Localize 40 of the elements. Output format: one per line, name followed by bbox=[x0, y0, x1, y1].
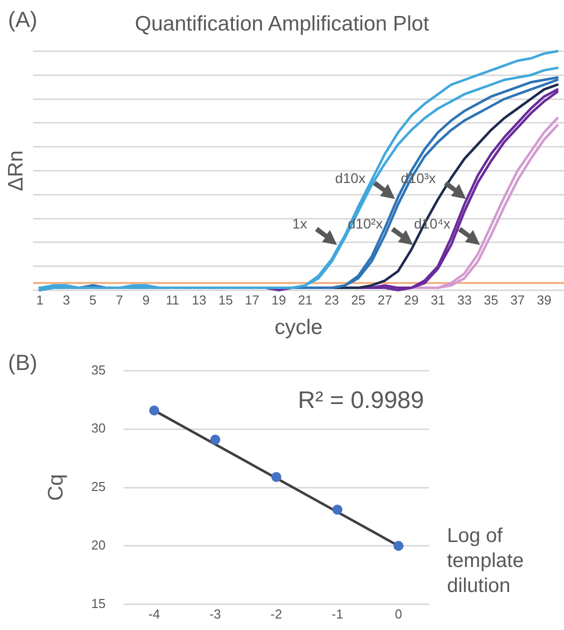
text: (B) bbox=[8, 350, 38, 376]
x-tick-label: -3 bbox=[209, 606, 222, 622]
y-axis-title: ΔRn bbox=[4, 150, 28, 192]
x-tick-label: 13 bbox=[192, 292, 206, 308]
x-tick-label: 7 bbox=[116, 292, 124, 308]
x-tick-label: 31 bbox=[430, 292, 446, 308]
y-tick-label: 30 bbox=[91, 420, 106, 436]
x-tick-label: 21 bbox=[298, 292, 312, 308]
x-tick-label: 3 bbox=[62, 292, 70, 308]
y-tick-label: 35 bbox=[91, 362, 106, 378]
x-tick-label: 9 bbox=[142, 292, 150, 308]
x-tick-label: 1 bbox=[36, 292, 44, 308]
x-tick-label: 11 bbox=[166, 292, 180, 308]
x-tick-label: 0 bbox=[394, 606, 402, 622]
x-tick-label: -1 bbox=[332, 606, 344, 622]
chart-title: Quantification Amplification Plot bbox=[134, 12, 430, 36]
x-tick-label: 29 bbox=[404, 292, 419, 308]
annotation: 1x bbox=[292, 216, 308, 232]
y-axis-title: Cq bbox=[44, 474, 68, 501]
y-tick-label: 25 bbox=[91, 479, 106, 494]
text: (A) bbox=[8, 7, 38, 32]
y-tick-label: 15 bbox=[91, 596, 106, 611]
x-tick-label: 19 bbox=[271, 292, 286, 308]
x-tick-label: -4 bbox=[148, 606, 160, 622]
x-tick-label: 25 bbox=[351, 292, 366, 308]
x-tick-label: 33 bbox=[457, 292, 472, 308]
y-tick-label: 20 bbox=[91, 537, 106, 552]
x-tick-label: -2 bbox=[270, 606, 282, 622]
x-tick-label: 27 bbox=[378, 292, 392, 308]
x-tick-label: 39 bbox=[536, 292, 552, 308]
x-tick-label: 17 bbox=[244, 292, 260, 308]
x-tick-label: 23 bbox=[324, 292, 340, 308]
annotation: d10x bbox=[335, 170, 366, 186]
x-tick-label: 5 bbox=[89, 292, 97, 308]
x-tick-label: 35 bbox=[484, 292, 498, 308]
x-tick-label: 37 bbox=[510, 292, 525, 308]
x-tick-label: 15 bbox=[218, 292, 233, 308]
x-axis-title: Log of template dilution bbox=[447, 524, 525, 600]
annotation: R² = 0.9989 bbox=[298, 386, 424, 414]
x-axis-title: cycle bbox=[274, 316, 323, 340]
